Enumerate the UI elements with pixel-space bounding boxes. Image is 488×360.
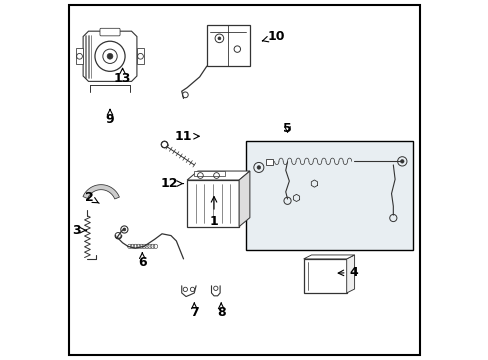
Bar	[265, 159, 273, 165]
Text: 11: 11	[174, 130, 199, 143]
Polygon shape	[83, 31, 137, 81]
Text: 12: 12	[160, 177, 183, 190]
Polygon shape	[187, 171, 249, 180]
Text: 9: 9	[105, 109, 114, 126]
Text: 1: 1	[209, 197, 218, 228]
Polygon shape	[239, 171, 249, 226]
Text: 5: 5	[283, 122, 291, 135]
Bar	[206, 25, 249, 66]
Circle shape	[161, 141, 167, 148]
Circle shape	[122, 228, 125, 231]
Text: 13: 13	[114, 68, 131, 85]
Circle shape	[400, 159, 403, 163]
Polygon shape	[83, 185, 119, 199]
Text: 8: 8	[217, 303, 225, 319]
FancyBboxPatch shape	[100, 28, 120, 36]
Circle shape	[107, 53, 113, 59]
Polygon shape	[137, 48, 144, 64]
Polygon shape	[346, 255, 354, 293]
Text: 6: 6	[138, 253, 146, 269]
Text: 3: 3	[72, 224, 86, 237]
Polygon shape	[303, 255, 354, 259]
Circle shape	[218, 37, 221, 40]
Text: 7: 7	[189, 303, 198, 319]
Bar	[303, 259, 346, 293]
Polygon shape	[194, 171, 224, 176]
Bar	[246, 140, 412, 250]
Text: 2: 2	[85, 192, 99, 204]
Text: 4: 4	[338, 266, 358, 279]
Circle shape	[257, 166, 260, 169]
Text: 10: 10	[262, 30, 285, 43]
Polygon shape	[76, 48, 83, 64]
Bar	[187, 180, 239, 226]
